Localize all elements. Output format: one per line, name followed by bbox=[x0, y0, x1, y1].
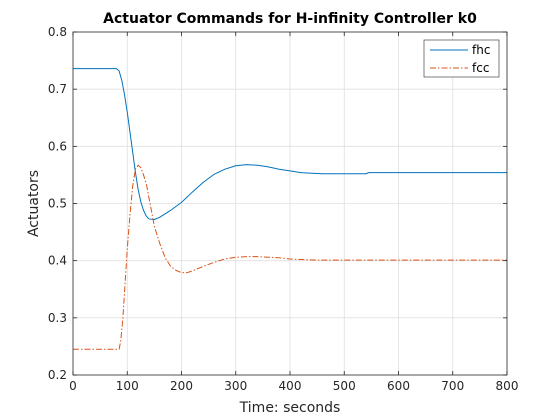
x-tick-label: 500 bbox=[333, 379, 356, 393]
y-tick-label: 0.8 bbox=[48, 25, 67, 39]
x-tick-label: 0 bbox=[69, 379, 77, 393]
y-tick-label: 0.2 bbox=[48, 368, 67, 382]
y-tick-label: 0.3 bbox=[48, 311, 67, 325]
x-tick-label: 400 bbox=[279, 379, 302, 393]
y-axis-label: Actuators bbox=[26, 170, 42, 237]
x-tick-label: 200 bbox=[170, 379, 193, 393]
axis-ticks: 0 100 200 300 400 500 600 700 800 0.2 0.3 0.4 0.5 0.6… bbox=[48, 25, 519, 393]
series-line-fhc bbox=[73, 68, 507, 221]
legend-label-fcc: fcc bbox=[472, 61, 489, 75]
x-axis-label: Time: seconds bbox=[239, 400, 341, 416]
grid bbox=[73, 32, 507, 375]
chart-title: Actuator Commands for H-infinity Control… bbox=[103, 11, 477, 27]
legend-box bbox=[423, 39, 500, 78]
y-tick-label: 0.4 bbox=[48, 254, 67, 268]
legend: fhc fcc bbox=[423, 39, 500, 78]
series-lines bbox=[73, 68, 507, 350]
x-tick-label: 300 bbox=[224, 379, 247, 393]
x-tick-label: 100 bbox=[116, 379, 139, 393]
y-tick-label: 0.5 bbox=[48, 197, 67, 211]
x-tick-label: 700 bbox=[441, 379, 464, 393]
x-tick-label: 600 bbox=[387, 379, 410, 393]
y-tick-label: 0.6 bbox=[48, 139, 67, 153]
series-line-fcc bbox=[73, 164, 507, 350]
x-tick-label: 800 bbox=[496, 379, 519, 393]
legend-label-fhc: fhc bbox=[472, 43, 490, 57]
y-tick-label: 0.7 bbox=[48, 82, 67, 96]
